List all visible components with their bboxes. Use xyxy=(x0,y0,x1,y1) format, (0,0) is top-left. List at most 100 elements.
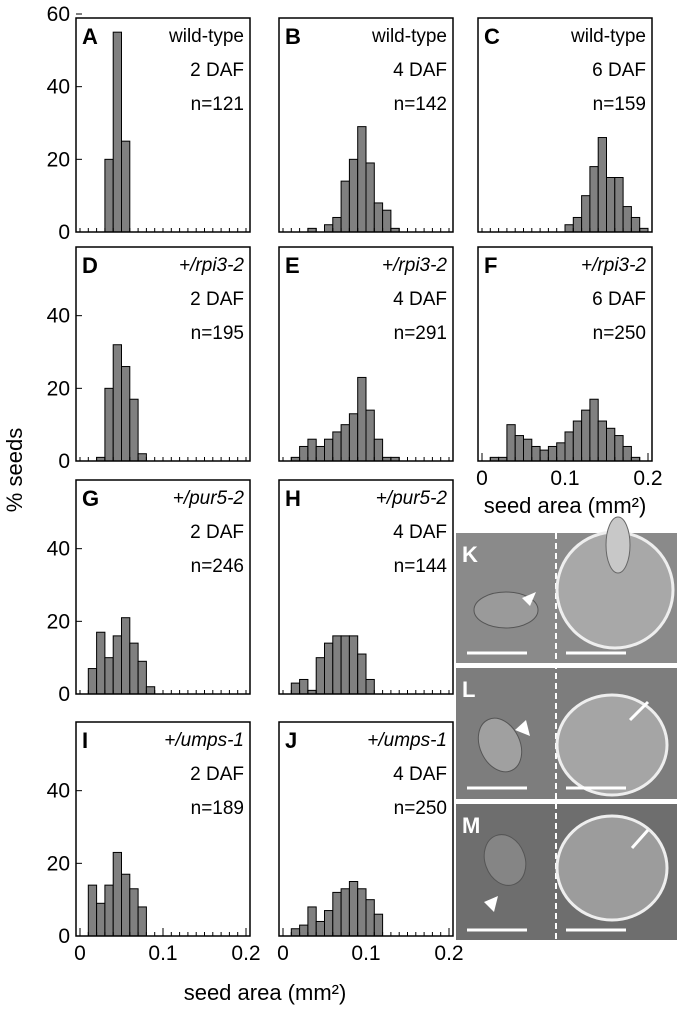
sample-size: n=246 xyxy=(191,556,244,577)
bar xyxy=(112,344,122,462)
x-tick-label: 0.2 xyxy=(434,942,463,965)
bar xyxy=(564,431,574,462)
stage: 6 DAF xyxy=(592,60,646,81)
arrow xyxy=(630,829,650,849)
bar xyxy=(589,398,599,462)
bar xyxy=(324,224,334,233)
sample-size: n=121 xyxy=(191,94,244,115)
panel-letter: J xyxy=(285,728,297,753)
bar xyxy=(104,657,114,695)
plot-frame xyxy=(278,479,454,695)
sample-size: n=144 xyxy=(394,556,448,577)
histogram-panel: 0 0.1 0.2 seed area (mm²) F +/rpi3-2 6 DAF n=25… xyxy=(476,246,663,518)
bar xyxy=(622,445,632,462)
bar xyxy=(104,158,114,233)
y-tick-label: 20 xyxy=(47,852,70,875)
y-tick-label: 20 xyxy=(47,148,70,171)
y-tick-label: 60 xyxy=(47,3,70,26)
bar xyxy=(332,891,342,937)
bar xyxy=(332,216,342,233)
arrow xyxy=(628,700,650,722)
stage: 4 DAF xyxy=(393,522,447,543)
bar xyxy=(348,881,359,937)
bar xyxy=(112,635,122,695)
genotype: +/rpi3-2 xyxy=(382,255,447,276)
seed xyxy=(477,717,523,773)
bar xyxy=(145,686,156,695)
bar xyxy=(523,438,533,462)
x-tick-label: 0 xyxy=(476,467,488,490)
genotype: wild-type xyxy=(570,26,646,47)
bar xyxy=(332,635,342,695)
plot-frame xyxy=(278,17,454,233)
y-tick-label: 40 xyxy=(47,538,70,561)
histogram-panel: E +/rpi3-2 4 DAF n=291 xyxy=(278,246,454,462)
bar xyxy=(547,445,558,462)
bar xyxy=(112,31,122,233)
bar xyxy=(365,678,375,695)
bar xyxy=(340,888,350,937)
seed xyxy=(555,814,669,922)
bar xyxy=(340,180,350,233)
bar xyxy=(556,442,566,462)
panel-letter: G xyxy=(82,486,99,511)
bar xyxy=(129,642,139,695)
bar xyxy=(340,424,350,462)
bar xyxy=(531,445,541,462)
bar xyxy=(382,209,392,233)
bar xyxy=(373,202,384,233)
seed xyxy=(555,693,669,797)
bar xyxy=(324,642,334,695)
bar xyxy=(315,445,326,462)
bar xyxy=(307,906,317,937)
x-tick-label: 0.1 xyxy=(148,942,177,965)
bar xyxy=(290,928,301,937)
bar xyxy=(572,420,583,462)
bar xyxy=(121,140,131,233)
bar xyxy=(597,420,608,462)
bar xyxy=(348,635,359,695)
panel-letter: K xyxy=(462,542,478,567)
histogram-panel: 0 0.1 0.2 J +/umps-1 4 DAF n=250 xyxy=(277,721,464,965)
bar xyxy=(299,445,309,462)
sample-size: n=159 xyxy=(593,94,646,115)
panel-letter: D xyxy=(82,253,98,278)
bar xyxy=(373,913,384,937)
histogram-panel: 0 20 40 G +/pur5-2 2 DAF n=246 xyxy=(47,479,251,706)
bar xyxy=(315,657,326,695)
bar xyxy=(564,224,574,233)
bar xyxy=(572,216,583,233)
y-axis-label: % seeds xyxy=(2,428,27,512)
histogram-panel: 0 20 40 60 A wild-type 2 DAF n=121 xyxy=(47,3,251,244)
sample-size: n=195 xyxy=(191,323,244,344)
y-tick-label: 0 xyxy=(58,683,70,706)
bar xyxy=(121,873,131,937)
x-tick-label: 0.1 xyxy=(351,942,380,965)
bar xyxy=(137,906,147,937)
stage: 4 DAF xyxy=(393,289,447,310)
panel-letter: H xyxy=(285,486,301,511)
bar xyxy=(348,413,359,462)
bar xyxy=(299,924,309,937)
y-tick-label: 40 xyxy=(47,76,70,99)
sample-size: n=189 xyxy=(191,798,244,819)
micrographs: K L M xyxy=(456,516,677,940)
plot-frame xyxy=(477,246,653,462)
stage: 4 DAF xyxy=(393,764,447,785)
embryo xyxy=(605,516,631,574)
genotype: +/umps-1 xyxy=(367,730,447,751)
histogram-panel: 0 20 40 0 0.1 0.2 I +/umps-1 2 DAF n=189 xyxy=(47,721,261,965)
bar xyxy=(581,195,591,233)
bar xyxy=(96,902,106,937)
y-tick-label: 0 xyxy=(58,221,70,244)
bar xyxy=(137,453,147,462)
bar xyxy=(357,888,367,937)
arrowhead xyxy=(522,592,536,606)
y-tick-label: 40 xyxy=(47,305,70,328)
arrowhead xyxy=(484,896,498,912)
genotype: wild-type xyxy=(371,26,447,47)
histogram-panel: H +/pur5-2 4 DAF n=144 xyxy=(278,479,454,695)
bar xyxy=(606,177,616,233)
